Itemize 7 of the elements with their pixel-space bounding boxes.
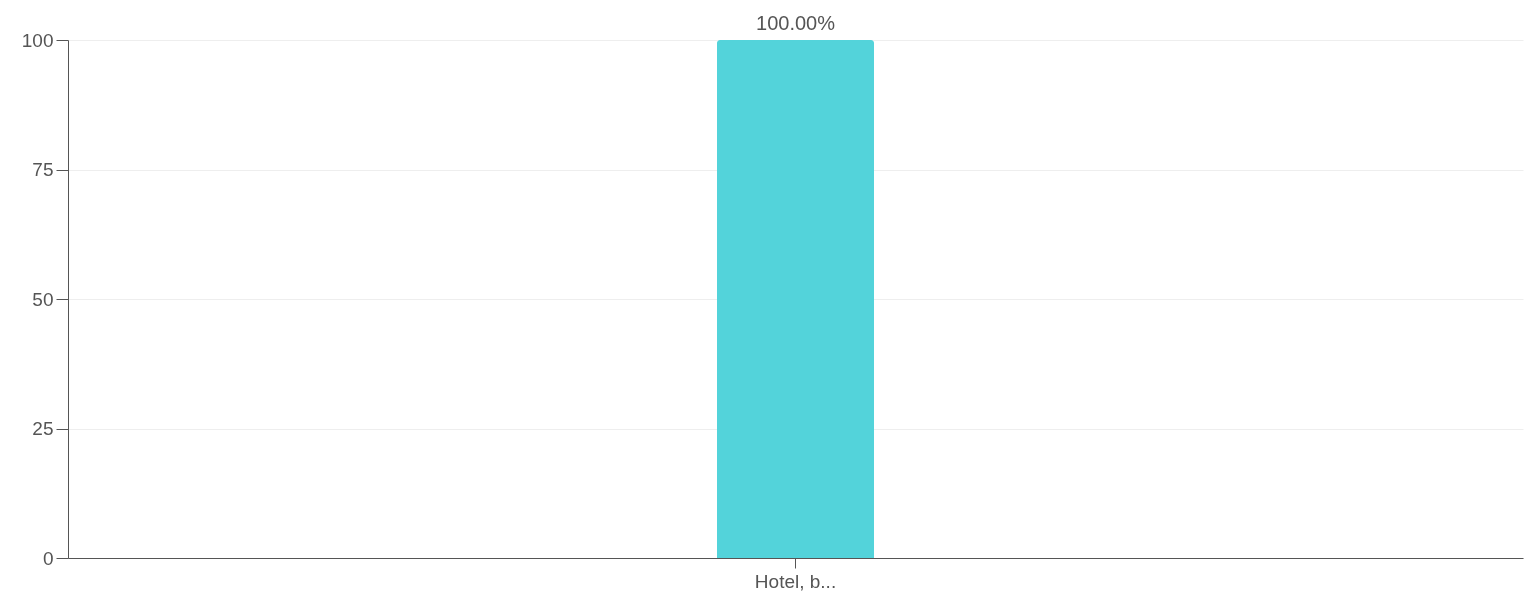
data-label: 100.00% [756, 12, 836, 34]
y-tick-label: 100 [21, 29, 54, 51]
y-tick-label: 50 [32, 288, 54, 310]
y-tick-label: 75 [32, 159, 54, 180]
y-tick-label: 0 [42, 547, 54, 569]
x-tick-label: Hotel, b... [754, 570, 837, 592]
y-tick-label: 25 [32, 418, 54, 439]
